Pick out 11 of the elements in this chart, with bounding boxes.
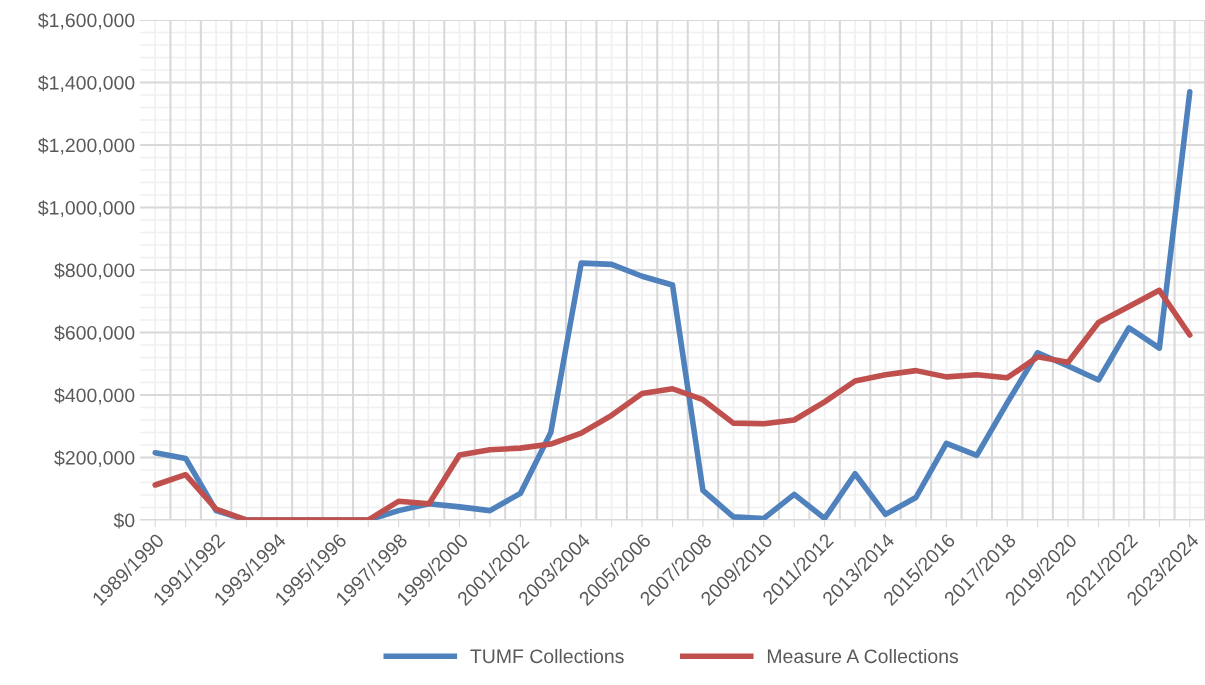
y-tick-label: $1,000,000 [38, 200, 135, 218]
y-tick-label: $800,000 [54, 262, 135, 280]
y-tick-label: $600,000 [54, 325, 135, 343]
y-tick-label: $0 [113, 512, 135, 529]
y-tick-label: $200,000 [54, 450, 135, 468]
y-tick-label: $1,600,000 [38, 12, 135, 30]
y-tick-label: $1,400,000 [38, 75, 135, 93]
legend-label: Measure A Collections [767, 648, 959, 664]
legend-label: TUMF Collections [470, 648, 624, 664]
y-tick-label: $400,000 [54, 387, 135, 405]
y-tick-label: $1,200,000 [38, 137, 135, 155]
